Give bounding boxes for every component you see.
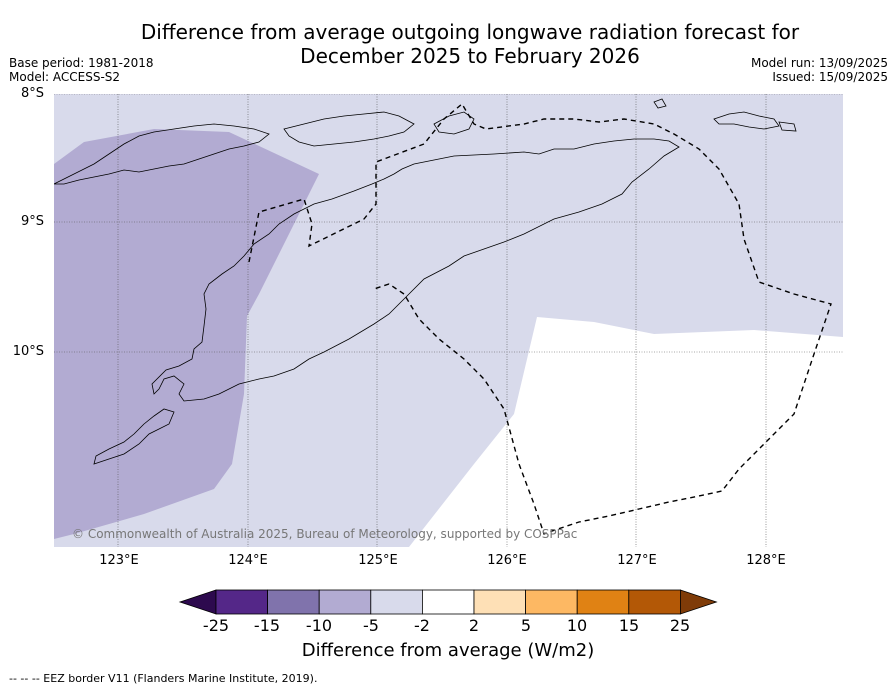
- graticule: [54, 94, 843, 547]
- colorbar-tick-9: 25: [669, 616, 691, 635]
- lat-label-9s: 9°S: [20, 214, 44, 229]
- base-period: Base period: 1981-2018: [9, 56, 154, 70]
- alor-island-outline: [283, 111, 415, 147]
- small-island-2-outline: [778, 121, 797, 132]
- base-period-info: Base period: 1981-2018 Model: ACCESS-S2: [9, 56, 154, 84]
- colorbar-segment: [215, 589, 268, 615]
- forecast-map: © Commonwealth of Australia 2025, Bureau…: [54, 94, 843, 547]
- colorbar: [178, 589, 718, 615]
- northern-islands-outline: [54, 123, 270, 185]
- colorbar-title: Difference from average (W/m2): [301, 640, 595, 661]
- colorbar-tick-3: -5: [363, 616, 379, 635]
- colorbar-tick-8: 15: [618, 616, 640, 635]
- colorbar-tick-6: 5: [520, 616, 532, 635]
- colorbar-segment: [525, 589, 578, 615]
- lat-label-10s: 10°S: [12, 344, 44, 359]
- copyright-notice: © Commonwealth of Australia 2025, Bureau…: [72, 527, 577, 541]
- field-near-average: [409, 317, 843, 547]
- eez-footnote: -- -- -- EEZ border V11 (Flanders Marine…: [9, 672, 318, 685]
- colorbar-extend-high: [680, 589, 718, 615]
- colorbar-tick-2: -10: [305, 616, 333, 635]
- colorbar-segment: [421, 589, 475, 615]
- model-name: Model: ACCESS-S2: [9, 70, 121, 84]
- lon-label-123e: 123°E: [99, 553, 139, 568]
- lon-label-125e: 125°E: [358, 553, 398, 568]
- lon-label-124e: 124°E: [228, 553, 268, 568]
- map-title: Difference from average outgoing longwav…: [0, 20, 896, 68]
- colorbar-tick-7: 10: [566, 616, 588, 635]
- colorbar-segment: [473, 589, 526, 615]
- small-island-outline: [653, 98, 667, 109]
- model-run-info: Model run: 13/09/2025 Issued: 15/09/2025: [751, 56, 888, 84]
- lon-label-128e: 128°E: [746, 553, 786, 568]
- colorbar-segment: [628, 589, 681, 615]
- coastlines: [54, 98, 797, 465]
- babar-island-outline: [713, 111, 780, 130]
- colorbar-segment: [318, 589, 372, 615]
- lon-label-126e: 126°E: [487, 553, 527, 568]
- model-run: Model run: 13/09/2025: [750, 56, 888, 70]
- colorbar-tick-0: -25: [202, 616, 230, 635]
- title-line-1: Difference from average outgoing longwav…: [140, 20, 800, 44]
- roti-island-outline: [93, 408, 175, 465]
- colorbar-tick-1: -15: [253, 616, 281, 635]
- colorbar-tick-5: 2: [468, 616, 480, 635]
- colorbar-segment: [576, 589, 630, 615]
- field-minus-10-to-minus-5: [54, 129, 319, 539]
- lon-label-127e: 127°E: [617, 553, 657, 568]
- wetar-island-outline: [433, 111, 475, 135]
- colorbar-segment: [370, 589, 423, 615]
- title-line-2: December 2025 to February 2026: [300, 44, 640, 68]
- timor-island-outline: [151, 138, 680, 402]
- issued-date: Issued: 15/09/2025: [772, 70, 888, 84]
- colorbar-segment: [267, 589, 320, 615]
- colorbar-tick-4: -2: [414, 616, 430, 635]
- colorbar-extend-low: [178, 589, 217, 615]
- lat-label-8s: 8°S: [20, 86, 44, 101]
